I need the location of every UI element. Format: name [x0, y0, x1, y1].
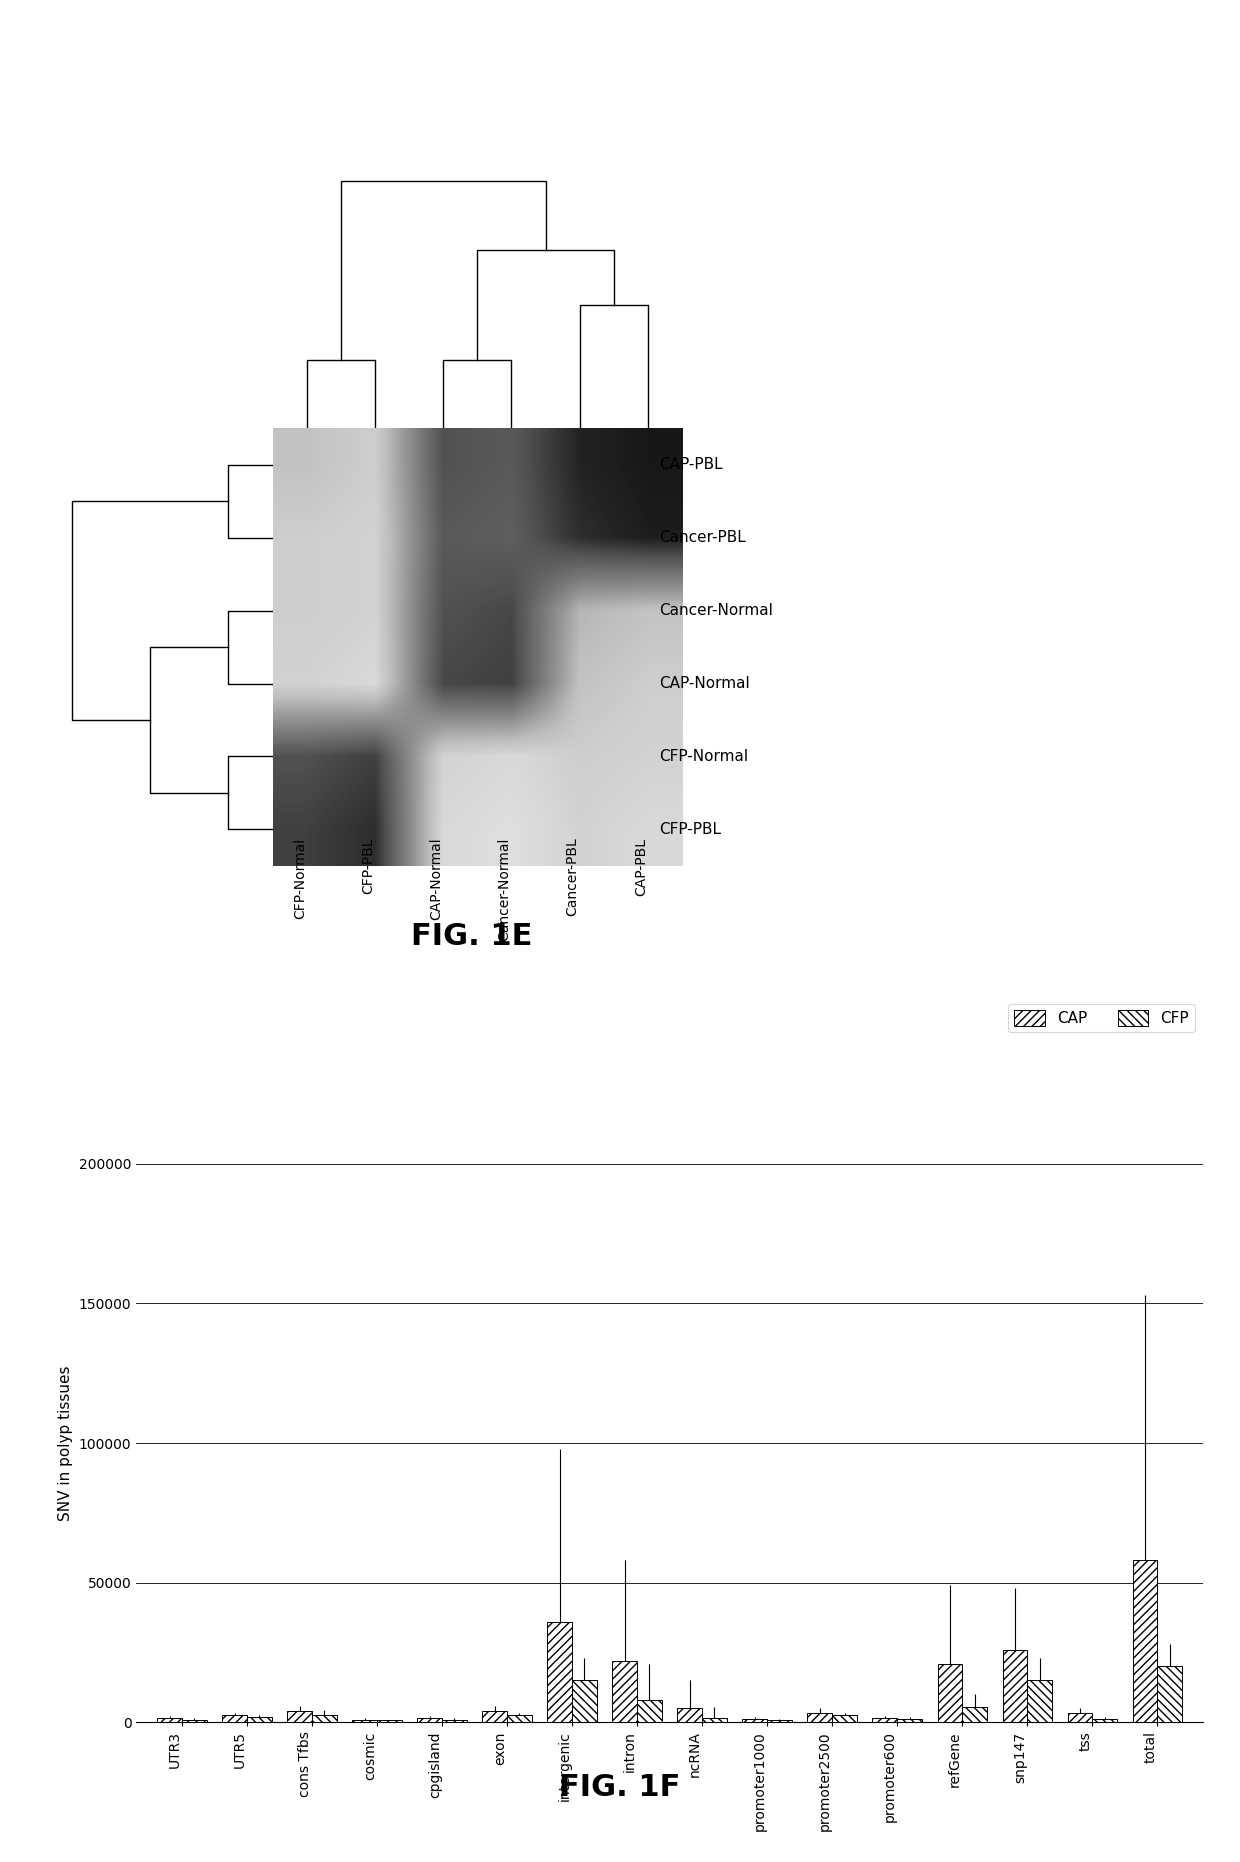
- Bar: [873, 1719, 898, 1722]
- Bar: [157, 1719, 182, 1722]
- Bar: [613, 1661, 637, 1722]
- Bar: [182, 1720, 207, 1722]
- Text: CFP-PBL: CFP-PBL: [658, 821, 720, 836]
- Text: CFP-Normal: CFP-Normal: [293, 838, 306, 918]
- Bar: [507, 1715, 532, 1722]
- Bar: [288, 1711, 312, 1722]
- Text: Cancer-Normal: Cancer-Normal: [658, 603, 773, 618]
- Bar: [637, 1700, 662, 1722]
- Bar: [352, 1720, 377, 1722]
- Bar: [482, 1711, 507, 1722]
- Bar: [1068, 1713, 1092, 1722]
- Bar: [1157, 1666, 1182, 1722]
- Text: CAP-PBL: CAP-PBL: [634, 838, 647, 896]
- Bar: [222, 1715, 247, 1722]
- Bar: [1027, 1680, 1052, 1722]
- Bar: [1092, 1719, 1117, 1722]
- Bar: [677, 1709, 702, 1722]
- Text: Cancer-PBL: Cancer-PBL: [658, 531, 745, 546]
- Legend: CAP, CFP: CAP, CFP: [1008, 1004, 1195, 1032]
- Bar: [377, 1720, 402, 1722]
- Bar: [937, 1665, 962, 1722]
- Bar: [1132, 1560, 1157, 1722]
- Bar: [898, 1719, 921, 1722]
- Text: FIG. 1F: FIG. 1F: [559, 1773, 681, 1802]
- Bar: [807, 1713, 832, 1722]
- Text: Cancer-PBL: Cancer-PBL: [565, 838, 579, 916]
- Bar: [702, 1719, 727, 1722]
- Bar: [768, 1720, 792, 1722]
- Text: FIG. 1E: FIG. 1E: [410, 922, 532, 951]
- Text: Cancer-Normal: Cancer-Normal: [497, 838, 511, 940]
- Bar: [418, 1719, 441, 1722]
- Text: CAP-PBL: CAP-PBL: [658, 458, 723, 473]
- Text: CAP-Normal: CAP-Normal: [429, 838, 444, 920]
- Bar: [247, 1717, 272, 1722]
- Y-axis label: SNV in polyp tissues: SNV in polyp tissues: [58, 1365, 73, 1521]
- Bar: [832, 1715, 857, 1722]
- Text: CFP-PBL: CFP-PBL: [361, 838, 374, 894]
- Bar: [312, 1715, 337, 1722]
- Bar: [547, 1622, 572, 1722]
- Bar: [441, 1720, 466, 1722]
- Bar: [743, 1719, 768, 1722]
- Bar: [1002, 1650, 1027, 1722]
- Text: CAP-Normal: CAP-Normal: [658, 676, 750, 691]
- Text: CFP-Normal: CFP-Normal: [658, 749, 748, 763]
- Bar: [572, 1680, 596, 1722]
- Bar: [962, 1707, 987, 1722]
